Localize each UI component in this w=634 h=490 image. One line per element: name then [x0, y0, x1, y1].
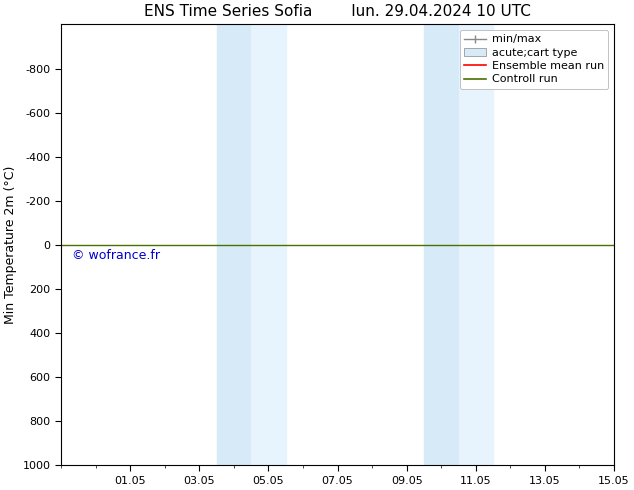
Bar — [424, 24, 458, 465]
Legend: min/max, acute;cart type, Ensemble mean run, Controll run: min/max, acute;cart type, Ensemble mean … — [460, 30, 609, 89]
Bar — [251, 24, 286, 465]
Text: © wofrance.fr: © wofrance.fr — [72, 249, 160, 263]
Bar — [217, 24, 251, 465]
Title: ENS Time Series Sofia        lun. 29.04.2024 10 UTC: ENS Time Series Sofia lun. 29.04.2024 10… — [144, 4, 531, 19]
Y-axis label: Min Temperature 2m (°C): Min Temperature 2m (°C) — [4, 166, 17, 324]
Bar — [458, 24, 493, 465]
